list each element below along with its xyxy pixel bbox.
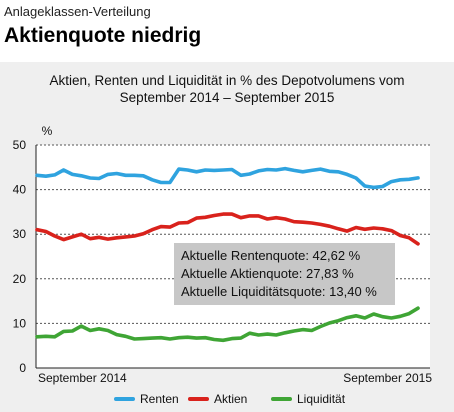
x-label-end: September 2015 xyxy=(343,371,432,385)
chart-title-line-1: Aktien, Renten und Liquidität in % des D… xyxy=(49,73,405,88)
x-label-start: September 2014 xyxy=(38,371,127,385)
annotation-line-3: Aktuelle Liquiditätsquote: 13,40 % xyxy=(181,284,377,299)
annotation-line-2: Aktuelle Aktienquote: 27,83 % xyxy=(181,266,354,281)
y-tick-label-50: 50 xyxy=(13,138,27,152)
y-tick-label-30: 30 xyxy=(13,227,27,241)
legend-label-liquiditt: Liquidität xyxy=(297,392,346,406)
annotation-line-1: Aktuelle Rentenquote: 42,62 % xyxy=(181,248,361,263)
series-line-renten xyxy=(35,166,420,190)
legend-label-renten: Renten xyxy=(140,392,179,406)
chart-title: Aktien, Renten und Liquidität in % des D… xyxy=(0,72,454,106)
chart-kicker: Anlageklassen-Verteilung xyxy=(4,4,151,19)
y-axis-unit-label: % xyxy=(42,124,53,138)
legend-label-aktien: Aktien xyxy=(214,392,247,406)
annotation-box xyxy=(174,243,395,305)
y-tick-label-20: 20 xyxy=(13,272,27,286)
series-line-liquiditt xyxy=(35,306,420,343)
y-tick-label-40: 40 xyxy=(13,183,27,197)
series-line-aktien xyxy=(35,212,420,246)
chart-headline: Aktienquote niedrig xyxy=(4,24,202,47)
chart-title-line-2: September 2014 – September 2015 xyxy=(119,90,335,105)
y-tick-label-10: 10 xyxy=(13,316,27,330)
y-tick-label-0: 0 xyxy=(19,361,26,375)
